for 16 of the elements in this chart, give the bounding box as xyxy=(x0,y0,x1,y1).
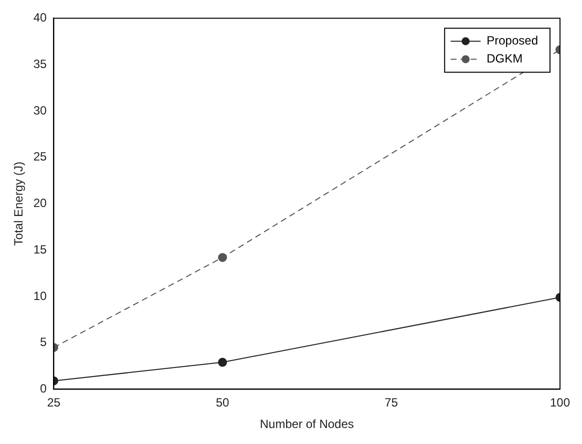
y-tick-label: 35 xyxy=(33,56,48,71)
x-axis-title: Number of Nodes xyxy=(260,417,354,432)
legend-label: DGKM xyxy=(486,52,523,66)
x-tick-label: 50 xyxy=(216,396,230,410)
y-tick-label: 30 xyxy=(33,103,48,118)
y-tick-label: 40 xyxy=(33,10,48,25)
y-tick-label: 5 xyxy=(40,335,48,350)
y-tick-label: 25 xyxy=(33,150,48,164)
y-tick-label: 0 xyxy=(40,382,48,396)
legend-label: Proposed xyxy=(486,34,538,48)
x-tick-label: 100 xyxy=(550,396,570,410)
y-tick-label: 10 xyxy=(33,288,48,303)
x-tick-label: 75 xyxy=(384,396,398,410)
y-axis-title: Total Energy (J) xyxy=(12,162,26,246)
y-tick-label: 15 xyxy=(33,242,48,256)
y-tick-label: 20 xyxy=(33,196,48,210)
